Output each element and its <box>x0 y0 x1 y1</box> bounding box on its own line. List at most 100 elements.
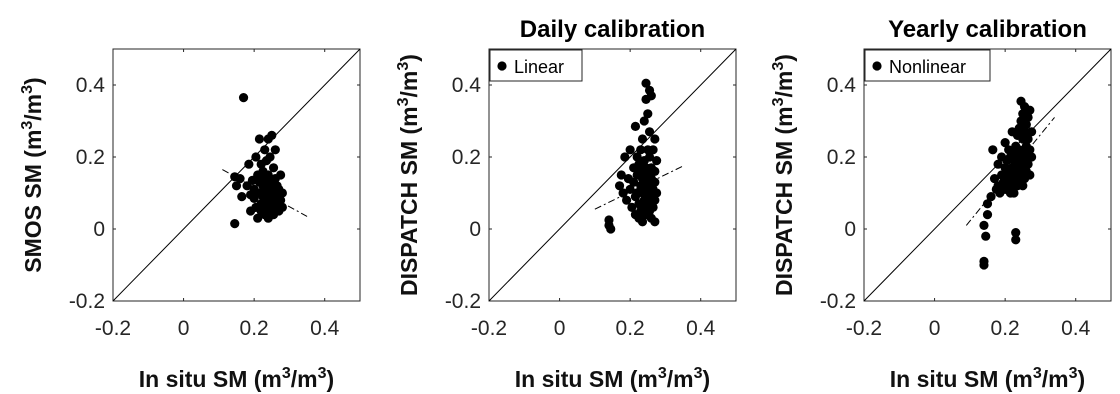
data-point <box>652 188 662 198</box>
legend-label: Linear <box>514 57 564 77</box>
y-axis-label-base: SMOS SM (m <box>20 130 46 273</box>
data-point <box>1019 127 1030 137</box>
x-axis-label-end: ) <box>327 366 335 392</box>
x-tick-label: 0.2 <box>240 317 269 340</box>
y-axis-label-sup2: 3 <box>19 85 36 94</box>
y-axis-label-end: ) <box>20 77 46 85</box>
x-tick-label: -0.2 <box>95 317 131 340</box>
x-axis-label-sup2: 3 <box>1069 365 1078 382</box>
y-tick-label: 0.4 <box>827 74 857 97</box>
fit-line <box>222 169 308 217</box>
x-axis-label-sup1: 3 <box>282 365 291 382</box>
data-point <box>650 195 660 205</box>
x-axis-label: In situ SM (m3/m3) <box>515 365 710 392</box>
data-point <box>648 202 658 212</box>
data-point <box>230 219 240 229</box>
data-point <box>637 217 648 227</box>
data-point <box>1011 235 1021 245</box>
data-point <box>1000 138 1010 148</box>
x-axis-label-end: ) <box>703 366 711 392</box>
chart-panel-2: -0.2 0 0.2 0.4 -0.2 0 0.2 0.4 Linear Daily calibr… <box>395 16 737 392</box>
data-point <box>1027 127 1037 137</box>
data-point <box>637 134 648 144</box>
y-tick-label: 0.4 <box>452 74 482 97</box>
data-point <box>270 145 280 155</box>
x-axis-label: In situ SM (m3/m3) <box>890 365 1085 392</box>
y-axis-label-sup1: 3 <box>770 97 787 106</box>
data-point <box>616 170 626 180</box>
fit-line <box>965 117 1055 226</box>
legend: Linear <box>489 49 583 82</box>
y-axis-label-base: DISPATCH SM (m <box>396 106 422 296</box>
legend-label: Nonlinear <box>889 57 966 77</box>
data-point <box>1023 134 1033 144</box>
data-point <box>641 78 651 88</box>
data-point <box>251 152 261 162</box>
chart-title: Daily calibration <box>520 16 705 43</box>
data-point <box>604 215 614 225</box>
y-axis-label-base: DISPATCH SM (m <box>771 106 797 296</box>
y-tick-label: 0.2 <box>76 146 105 169</box>
one-to-one-line <box>864 49 1111 301</box>
data-point <box>267 130 277 140</box>
data-point <box>618 188 628 198</box>
y-axis-label: DISPATCH SM (m3/m3) <box>770 54 797 296</box>
data-point <box>620 152 630 162</box>
chart-title: Yearly calibration <box>888 16 1087 43</box>
x-tick-label: 0.2 <box>991 317 1020 340</box>
legend-marker <box>872 61 882 71</box>
x-axis-label-end: ) <box>1078 366 1086 392</box>
x-tick-label: -0.2 <box>471 317 507 340</box>
data-point <box>644 152 655 162</box>
y-tick-label: 0.2 <box>452 146 481 169</box>
data-point <box>276 170 286 180</box>
y-axis-label-end: ) <box>771 54 797 62</box>
data-point <box>1027 152 1037 162</box>
x-axis-label-sup1: 3 <box>658 365 667 382</box>
data-point <box>276 195 286 205</box>
data-point <box>231 181 242 191</box>
x-tick-label: 0.4 <box>686 317 716 340</box>
data-point <box>632 152 642 162</box>
data-point <box>238 93 249 103</box>
data-point <box>268 163 279 173</box>
data-point <box>237 192 247 202</box>
x-axis-label-sup2: 3 <box>318 365 327 382</box>
data-point <box>986 192 996 202</box>
data-point <box>643 109 653 119</box>
y-tick-label: 0 <box>844 218 856 241</box>
legend: Nonlinear <box>864 49 991 82</box>
x-tick-label: 0.4 <box>1061 317 1091 340</box>
y-axis-label-sup1: 3 <box>395 97 412 106</box>
data-point <box>1025 145 1035 155</box>
data-point <box>627 202 637 212</box>
x-tick-label: -0.2 <box>846 317 882 340</box>
data-point <box>254 134 265 144</box>
y-tick-label: -0.2 <box>820 290 856 313</box>
data-point <box>1025 105 1035 115</box>
x-axis-label: In situ SM (m3/m3) <box>139 365 334 392</box>
data-point <box>644 127 655 137</box>
x-axis-label-sup1: 3 <box>1033 365 1042 382</box>
chart-panel-3: -0.2 0 0.2 0.4 -0.2 0 0.2 0.4 Nonlinear Yearly ca… <box>770 16 1112 392</box>
y-tick-label: -0.2 <box>69 290 105 313</box>
marks-layer <box>864 49 1111 301</box>
x-axis-label-mid: /m <box>667 366 694 392</box>
data-point <box>650 177 660 187</box>
data-point <box>650 166 660 176</box>
y-axis-label-sup2: 3 <box>770 62 787 71</box>
y-axis-label: DISPATCH SM (m3/m3) <box>395 54 422 296</box>
data-point <box>982 199 993 209</box>
data-point <box>1023 159 1033 169</box>
data-point <box>993 159 1003 169</box>
data-point <box>1009 188 1019 198</box>
legend-marker <box>497 61 507 71</box>
data-point <box>1025 170 1035 180</box>
data-point <box>606 224 616 234</box>
data-point <box>260 145 270 155</box>
x-axis-label-sup2: 3 <box>694 365 703 382</box>
data-point <box>636 145 646 155</box>
y-tick-label: 0.2 <box>827 146 856 169</box>
legend-box <box>864 49 991 82</box>
data-point <box>979 220 989 230</box>
